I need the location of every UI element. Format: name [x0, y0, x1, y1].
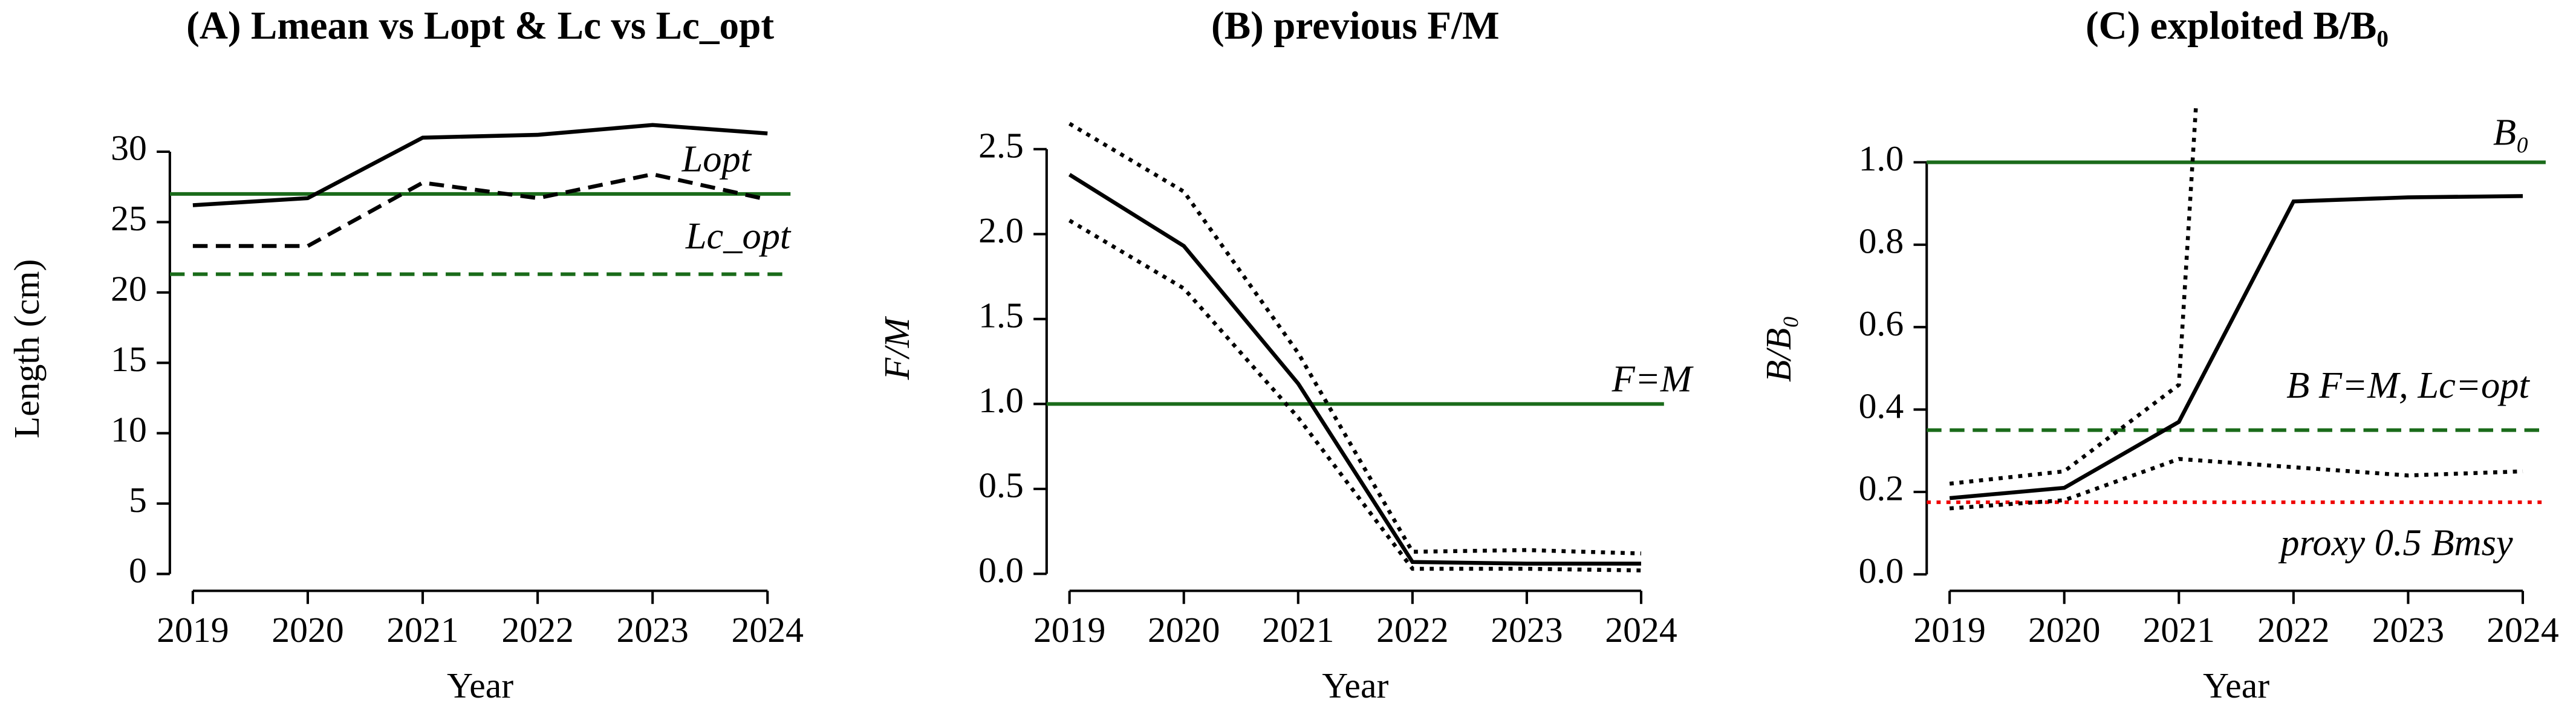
chart-title: (A) Lmean vs Lopt & Lc vs Lc_opt: [186, 4, 774, 48]
y-tick-label: 30: [111, 128, 147, 168]
x-tick-label: 2024: [2487, 610, 2558, 650]
x-tick-label: 2023: [616, 610, 688, 650]
y-tick-label: 0: [129, 550, 147, 590]
y-tick-label: 1.0: [1859, 138, 1904, 178]
y-tick-label: 15: [111, 339, 147, 379]
y-tick-label: 2.5: [978, 125, 1024, 165]
data-line: [1949, 194, 2523, 500]
y-tick-label: 1.0: [978, 380, 1024, 420]
y-tick-label: 0.0: [978, 550, 1024, 590]
x-axis-label: Year: [1322, 665, 1388, 705]
x-tick-label: 2022: [501, 610, 573, 650]
reference-label: B₀: [2493, 111, 2529, 153]
y-tick-label: 0.6: [1859, 303, 1904, 343]
x-tick-label: 2024: [1605, 610, 1677, 650]
y-tick-label: 20: [111, 269, 147, 309]
y-tick-label: 0.2: [1859, 468, 1904, 508]
y-tick-label: 10: [111, 409, 147, 449]
reference-label: F=M: [1612, 357, 1694, 400]
data-line: [1068, 218, 1642, 573]
x-tick-label: 2020: [272, 610, 343, 650]
data-line: [192, 172, 768, 248]
x-axis-label: Year: [2203, 665, 2269, 705]
x-tick-label: 2021: [1262, 610, 1334, 650]
reference-label: B F=M, Lc=opt: [2286, 364, 2530, 406]
y-tick-label: 0.4: [1859, 386, 1904, 426]
y-axis-label: F/M: [877, 316, 917, 380]
x-tick-label: 2021: [386, 610, 458, 650]
reference-label: proxy 0.5 Bmsy: [2278, 522, 2513, 564]
y-axis-label: Length (cm): [7, 259, 47, 439]
x-tick-label: 2019: [1913, 610, 1985, 650]
x-tick-label: 2020: [2028, 610, 2100, 650]
panel: (C) exploited B/B₀ Year B/B₀ 0.0 0.2 0.4 0.6 0.…: [1758, 4, 2559, 705]
data-line: [1068, 121, 1642, 555]
panel: (A) Lmean vs Lopt & Lc vs Lc_opt Year Leng…: [7, 4, 804, 705]
x-tick-label: 2023: [1491, 610, 1563, 650]
y-tick-label: 2.0: [978, 210, 1024, 250]
y-tick-label: 25: [111, 198, 147, 238]
y-tick-label: 0.8: [1859, 221, 1904, 261]
x-tick-label: 2021: [2143, 610, 2215, 650]
x-tick-label: 2022: [2257, 610, 2329, 650]
x-tick-label: 2024: [732, 610, 804, 650]
x-tick-label: 2023: [2372, 610, 2444, 650]
y-tick-label: 1.5: [978, 296, 1024, 335]
y-tick-label: 0.5: [978, 465, 1024, 505]
x-tick-label: 2019: [157, 610, 229, 650]
y-axis-label: B/B₀: [1758, 316, 1798, 382]
x-tick-label: 2019: [1033, 610, 1105, 650]
y-tick-label: 5: [129, 480, 147, 520]
panel: (B) previous F/M Year F/M 0.0 0.5 1.0 1.5 2.0 2.…: [877, 4, 1694, 705]
data-line: [1949, 457, 2523, 511]
chart-title: (B) previous F/M: [1211, 4, 1500, 48]
x-axis-label: Year: [447, 665, 513, 705]
y-tick-label: 0.0: [1859, 551, 1904, 591]
reference-label: Lc_opt: [685, 215, 792, 257]
reference-label: Lopt: [681, 138, 752, 180]
x-tick-label: 2020: [1148, 610, 1220, 650]
x-tick-label: 2022: [1376, 610, 1448, 650]
data-line: [1068, 173, 1641, 566]
data-line: [1949, 106, 2198, 486]
data-line: [192, 123, 768, 207]
chart-title: (C) exploited B/B₀: [2086, 4, 2389, 48]
